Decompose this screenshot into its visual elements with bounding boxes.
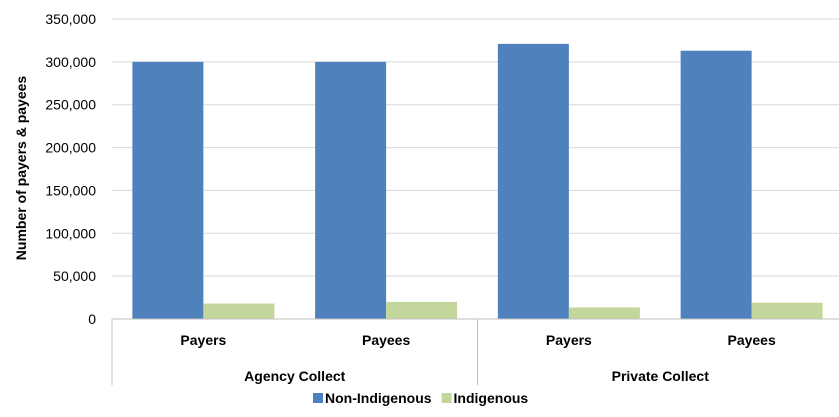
legend-swatch [313, 393, 323, 403]
legend-swatch [441, 393, 452, 403]
bar [386, 301, 458, 319]
x-tick-label: Payees [727, 332, 775, 348]
bar [751, 302, 823, 319]
x-group-label: Agency Collect [244, 368, 345, 384]
x-axis: Payers Payees Payers Payees Agency Collect Pr… [111, 318, 839, 385]
y-tick-label: 100,000 [45, 225, 96, 241]
bar [315, 61, 387, 319]
y-tick-label: 200,000 [45, 140, 96, 156]
x-group-label: Private Collect [612, 368, 710, 384]
legend[interactable]: Non-Indigenous Indigenous [313, 390, 528, 406]
bar [568, 307, 640, 319]
y-tick-label: 50,000 [53, 268, 96, 284]
x-tick-label: Payers [546, 332, 592, 348]
bar [132, 61, 204, 319]
legend-entry[interactable]: Indigenous [454, 390, 529, 406]
legend-entry[interactable]: Non-Indigenous [325, 390, 432, 406]
y-tick-label: 350,000 [45, 11, 96, 27]
x-tick-label: Payees [362, 332, 410, 348]
x-tick-label: Payers [180, 332, 226, 348]
bars [132, 43, 823, 319]
gridlines [112, 18, 839, 320]
bar [680, 50, 752, 319]
y-tick-label: 0 [88, 311, 96, 327]
bar [203, 303, 275, 319]
y-axis-ticks: 0 50,000 100,000 150,000 200,000 250,000 300,0… [45, 11, 96, 327]
y-tick-label: 300,000 [45, 54, 96, 70]
y-tick-label: 250,000 [45, 97, 96, 113]
bar [497, 43, 569, 319]
y-axis-label: Number of payers & payees [13, 76, 29, 261]
y-tick-label: 150,000 [45, 182, 96, 198]
